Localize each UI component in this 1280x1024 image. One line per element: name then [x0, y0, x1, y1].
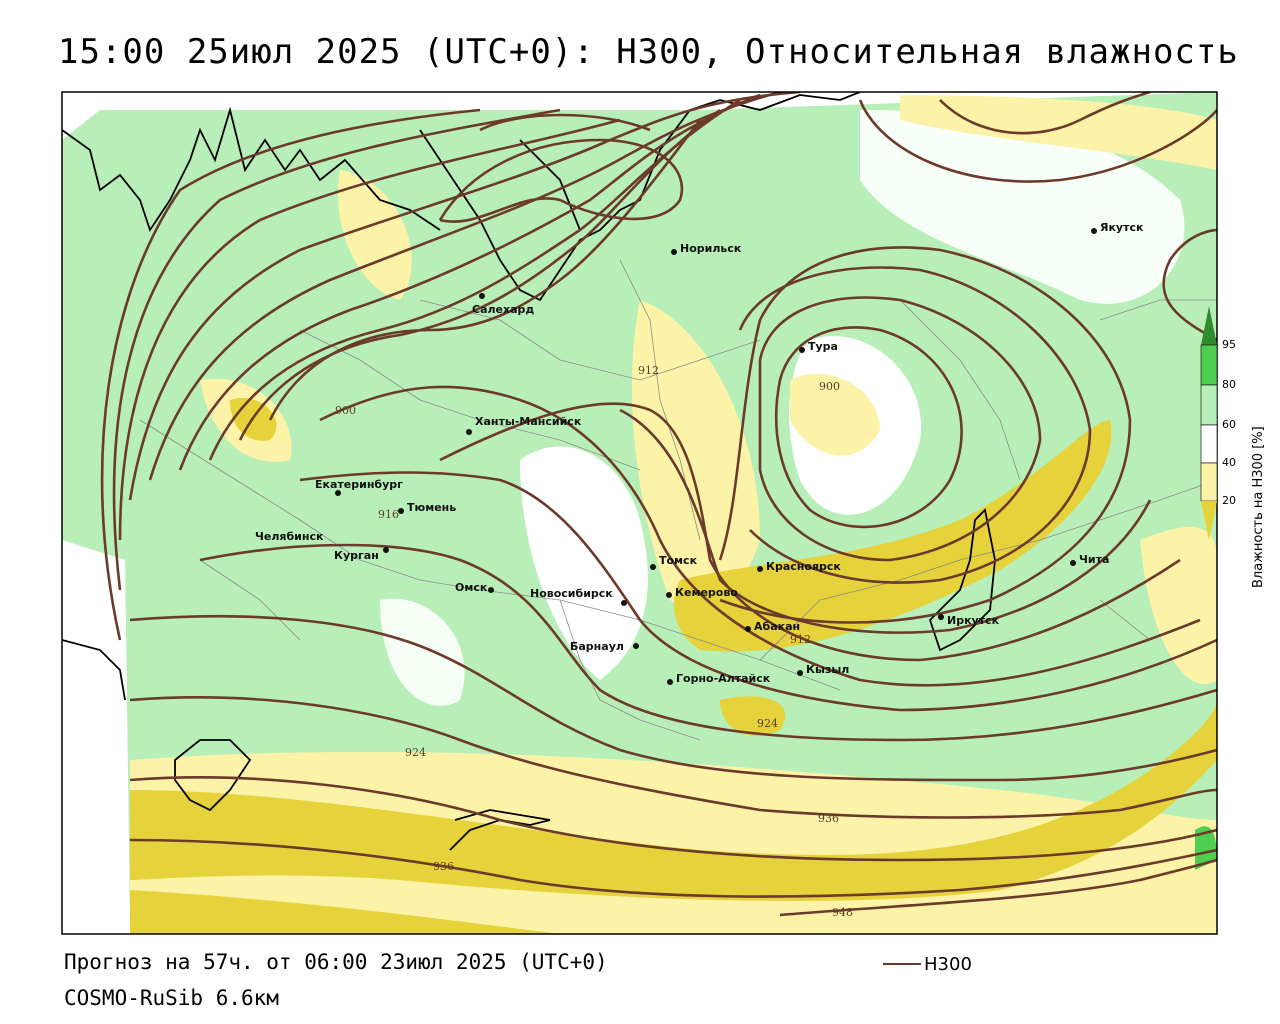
city-dot — [671, 249, 677, 255]
city-label: Омск — [455, 581, 488, 594]
city-label: Кызыл — [806, 663, 849, 676]
contour-label: 912 — [790, 633, 811, 646]
city-dot — [757, 566, 763, 572]
contour-label: 936 — [818, 812, 839, 825]
city-dot — [650, 564, 656, 570]
city-dot — [335, 490, 341, 496]
contour-label: 948 — [832, 906, 853, 919]
forecast-info: Прогноз на 57ч. от 06:00 23июл 2025 (UTC… — [64, 950, 608, 974]
model-info: COSMO-RuSib 6.6км — [64, 986, 279, 1010]
city-label: Кемерово — [675, 586, 738, 599]
city-label: Тюмень — [407, 501, 456, 514]
city-dot — [1091, 228, 1097, 234]
colorbar-arrow-top — [1201, 306, 1217, 345]
colorbar-band — [1200, 344, 1218, 386]
admin-borders — [139, 259, 1217, 741]
city-dot — [398, 508, 404, 514]
humidity-field — [62, 92, 1217, 934]
contour-label: 900 — [819, 380, 840, 393]
h300-contours — [100, 92, 1217, 917]
contour-label: 916 — [378, 508, 399, 521]
city-label: Ханты-Мансийск — [475, 415, 582, 428]
city-label: Тура — [808, 340, 838, 353]
colorbar-title: Влажность на H300 [%] — [1251, 426, 1266, 588]
city-label: Красноярск — [766, 560, 841, 573]
city-dot — [479, 293, 485, 299]
city-dot — [667, 679, 673, 685]
contour-label: 912 — [638, 364, 659, 377]
city-dot — [466, 429, 472, 435]
city-dot — [1070, 560, 1076, 566]
map-title: 15:00 25июл 2025 (UTC+0): H300, Относите… — [58, 32, 1239, 72]
colorbar-tick: 95 — [1222, 338, 1236, 351]
contour-label: 924 — [405, 746, 426, 759]
colorbar-band — [1200, 384, 1218, 426]
city-markers: Якутск Норильск Салехард Тура Ханты-Манс… — [255, 221, 1144, 685]
city-label: Салехард — [472, 303, 534, 316]
city-dot — [797, 670, 803, 676]
colorbar-tick: 20 — [1222, 494, 1236, 507]
contour-labels: 900 912 900 916 912 924 924 936 936 948 — [335, 364, 853, 919]
city-label: Норильск — [680, 242, 742, 255]
map-frame — [61, 91, 1218, 935]
city-dot — [745, 626, 751, 632]
city-dot — [488, 587, 494, 593]
coastlines — [62, 92, 996, 851]
colorbar-tick: 60 — [1222, 418, 1236, 431]
city-label: Томск — [659, 554, 698, 567]
contour-label: 900 — [335, 404, 356, 417]
city-label: Барнаул — [570, 640, 624, 653]
colorbar-band — [1200, 462, 1218, 502]
contour-label: 924 — [757, 717, 778, 730]
city-label: Екатеринбург — [315, 478, 403, 491]
city-label: Новосибирск — [530, 587, 613, 600]
city-label: Чита — [1079, 553, 1109, 566]
city-label: Курган — [334, 549, 379, 562]
city-label: Якутск — [1100, 221, 1144, 234]
city-label: Иркутск — [947, 614, 1000, 627]
h300-legend-line — [883, 963, 921, 965]
city-dot — [633, 643, 639, 649]
city-label: Челябинск — [255, 530, 324, 543]
colorbar: 95 80 60 40 20 Влажность на H300 [%] — [1200, 306, 1266, 588]
city-dot — [621, 600, 627, 606]
city-label: Горно-Алтайск — [676, 672, 771, 685]
city-dot — [938, 614, 944, 620]
city-label: Абакан — [754, 620, 800, 633]
colorbar-tick: 80 — [1222, 378, 1236, 391]
h300-legend-label: H300 — [924, 954, 972, 975]
contour-label: 936 — [433, 860, 454, 873]
city-dot — [799, 347, 805, 353]
colorbar-arrow-bottom — [1201, 501, 1217, 540]
colorbar-tick: 40 — [1222, 456, 1236, 469]
colorbar-band — [1200, 424, 1218, 464]
city-dot — [383, 547, 389, 553]
city-dot — [666, 592, 672, 598]
